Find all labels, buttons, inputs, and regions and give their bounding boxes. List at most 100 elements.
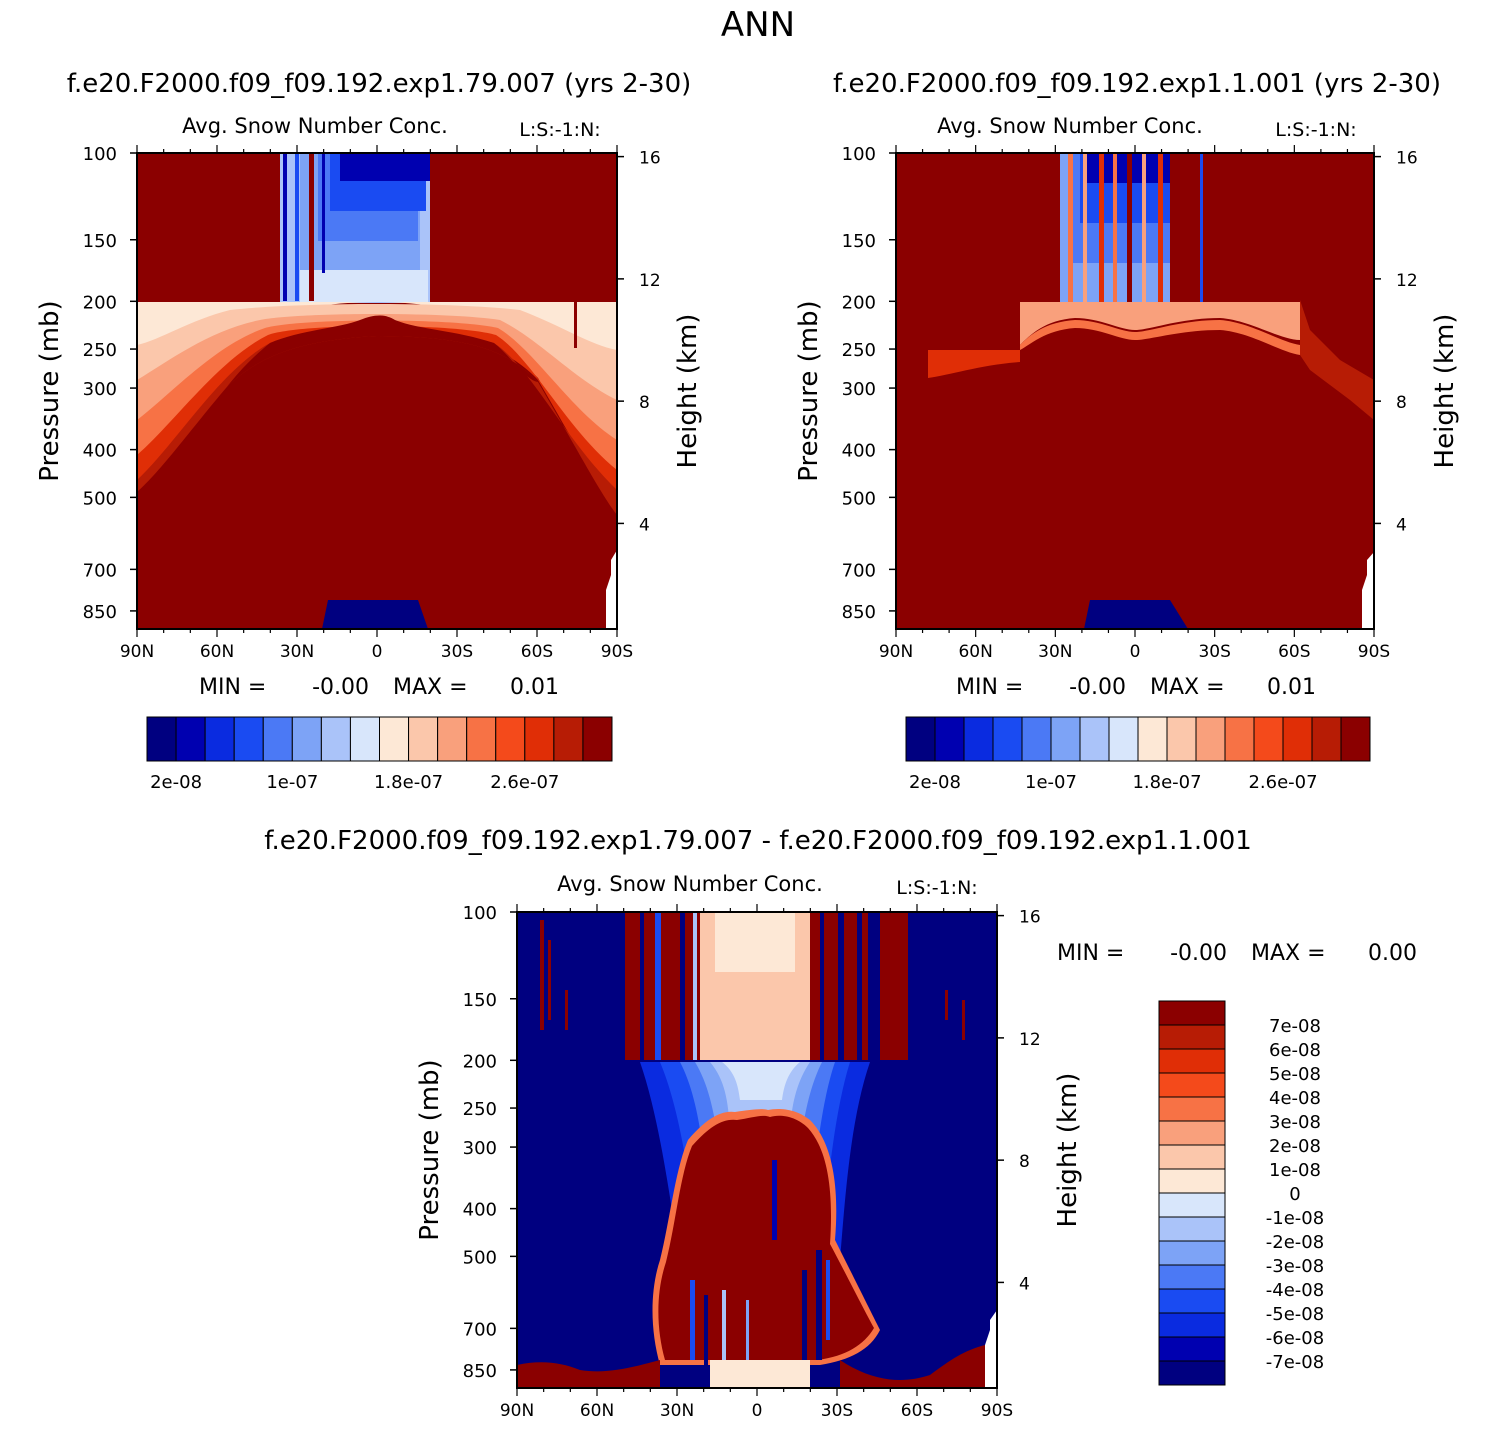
colorbar-label: -7e-08 <box>1266 1352 1324 1373</box>
min-value: -0.00 <box>1069 675 1126 700</box>
y2-axis-label: Height (km) <box>673 314 703 469</box>
y-tick-label: 850 <box>842 602 876 623</box>
x-tick-label: 30N <box>1038 642 1072 662</box>
y-tick-label: 700 <box>463 1319 497 1340</box>
y2-tick-label: 12 <box>1019 1030 1041 1050</box>
y-tick-label: 500 <box>463 1247 497 1268</box>
panel-bottom-difference: f.e20.F2000.f09_f09.192.exp1.79.007 - f.… <box>264 826 1417 1421</box>
x-tick-label: 60N <box>580 1401 614 1421</box>
y-axis-label: Pressure (mb) <box>415 1059 445 1240</box>
max-label: MAX = <box>393 675 468 700</box>
y-tick-label: 400 <box>842 441 876 462</box>
x-tick-label: 60S <box>901 1401 933 1421</box>
colorbar-cell <box>553 716 584 762</box>
y-tick-label: 100 <box>842 144 876 165</box>
x-tick-label: 30S <box>1198 642 1230 662</box>
colorbar-cell <box>1158 1264 1226 1290</box>
colorbar-cell <box>1050 716 1081 762</box>
y-tick-label: 500 <box>842 488 876 509</box>
colorbar: 7e-08 6e-08 5e-08 4e-08 3e-08 2e-08 1e-08 0 -1e-… <box>1158 1000 1324 1386</box>
colorbar-cell <box>1108 716 1139 762</box>
y-tick-label: 700 <box>842 560 876 581</box>
y-tick-label: 150 <box>463 990 497 1011</box>
y2-axis-label: Height (km) <box>1053 1073 1083 1228</box>
y2-tick-label: 16 <box>1019 908 1041 928</box>
case-title: f.e20.F2000.f09_f09.192.exp1.79.007 - f.… <box>264 826 1252 856</box>
colorbar-cell <box>349 716 380 762</box>
colorbar-cell <box>905 716 936 762</box>
y2-tick-label: 16 <box>1396 149 1418 169</box>
x-tick-label: 60S <box>1278 642 1310 662</box>
y-tick-label: 400 <box>83 441 117 462</box>
colorbar-cell <box>1137 716 1168 762</box>
panel-title: Avg. Snow Number Conc. <box>557 872 823 896</box>
colorbar-cell <box>1166 716 1197 762</box>
colorbar-cell <box>524 716 555 762</box>
colorbar-label: 4e-08 <box>1269 1088 1321 1109</box>
colorbar-label: 1e-07 <box>266 772 318 793</box>
x-tick-label: 60N <box>958 642 992 662</box>
y-tick-label: 250 <box>842 340 876 361</box>
colorbar-cell <box>1021 716 1052 762</box>
colorbar-label: -6e-08 <box>1266 1328 1324 1349</box>
y2-tick-label: 12 <box>639 271 661 291</box>
y-tick-label: 300 <box>463 1138 497 1159</box>
y-tick-label: 250 <box>83 340 117 361</box>
max-value: 0.00 <box>1368 941 1417 966</box>
y2-tick-label: 16 <box>639 149 661 169</box>
y2-tick-label: 8 <box>1019 1152 1030 1172</box>
colorbar-label: 1.8e-07 <box>374 772 443 793</box>
y2-tick-label: 12 <box>1396 271 1418 291</box>
contour-field <box>137 153 617 629</box>
x-tick-label: 30N <box>660 1401 694 1421</box>
colorbar-cell <box>1158 1096 1226 1122</box>
y-tick-label: 200 <box>842 292 876 313</box>
colorbar-cell <box>582 716 613 762</box>
y-tick-label: 200 <box>83 292 117 313</box>
colorbar-cell <box>1195 716 1226 762</box>
max-value: 0.01 <box>1267 675 1316 700</box>
panel-title: Avg. Snow Number Conc. <box>182 114 448 138</box>
x-tick-label: 0 <box>372 642 383 662</box>
colorbar-cell <box>1158 1288 1226 1314</box>
y2-tick-label: 4 <box>639 515 650 535</box>
max-label: MAX = <box>1150 675 1225 700</box>
max-label: MAX = <box>1251 941 1326 966</box>
colorbar-cell <box>1340 716 1371 762</box>
x-tick-label: 0 <box>752 1401 763 1421</box>
colorbar-cell <box>1158 1216 1226 1242</box>
min-label: MIN = <box>199 675 266 700</box>
colorbar-cell <box>1158 1360 1226 1386</box>
page-title: ANN <box>721 5 795 45</box>
colorbar-cell <box>1158 1048 1226 1074</box>
colorbar-cell <box>320 716 351 762</box>
y-tick-label: 250 <box>463 1099 497 1120</box>
corner-label: L:S:-1:N: <box>519 119 600 141</box>
colorbar-cell <box>1158 1312 1226 1338</box>
y2-tick-label: 8 <box>1396 393 1407 413</box>
panel-top-right: f.e20.F2000.f09_f09.192.exp1.1.001 (yrs … <box>794 69 1460 793</box>
panel-title: Avg. Snow Number Conc. <box>937 114 1203 138</box>
colorbar-label: 6e-08 <box>1269 1040 1321 1061</box>
y2-tick-label: 4 <box>1396 515 1407 535</box>
panel-top-left: f.e20.F2000.f09_f09.192.exp1.79.007 (yrs… <box>35 69 703 793</box>
colorbar-cell <box>262 716 293 762</box>
colorbar-cell <box>934 716 965 762</box>
colorbar-cell <box>1253 716 1284 762</box>
colorbar-cell <box>291 716 322 762</box>
colorbar-label: -2e-08 <box>1266 1232 1324 1253</box>
y-axis-label: Pressure (mb) <box>35 300 65 481</box>
colorbar-cell <box>963 716 994 762</box>
colorbar-label: 1.8e-07 <box>1132 772 1201 793</box>
y-tick-label: 850 <box>83 602 117 623</box>
colorbar-label: 2.6e-07 <box>490 772 559 793</box>
corner-label: L:S:-1:N: <box>1275 119 1356 141</box>
colorbar-cell <box>1158 1120 1226 1146</box>
x-tick-label: 90N <box>879 642 913 662</box>
y2-tick-label: 8 <box>639 393 650 413</box>
min-value: -0.00 <box>312 675 369 700</box>
y-tick-label: 300 <box>83 379 117 400</box>
colorbar-cell <box>379 716 410 762</box>
colorbar-cell <box>1158 1240 1226 1266</box>
min-label: MIN = <box>1057 941 1124 966</box>
